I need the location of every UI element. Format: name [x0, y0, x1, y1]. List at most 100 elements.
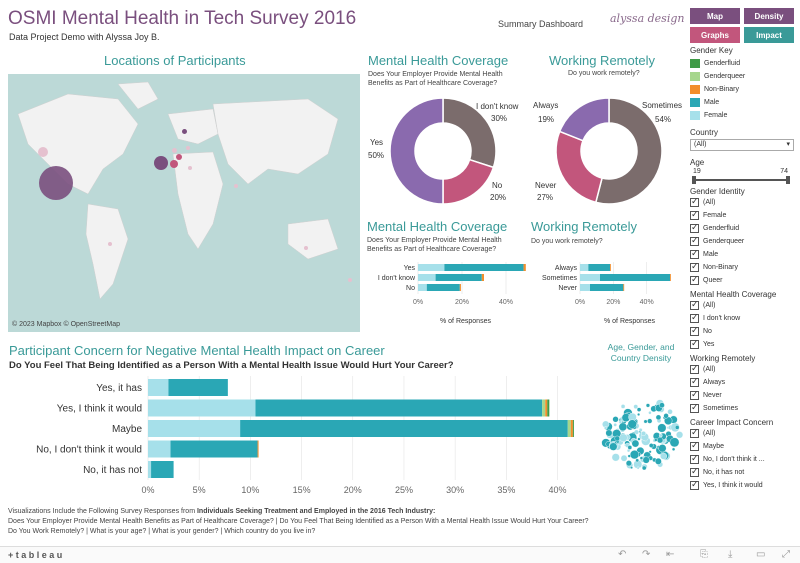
impact-bar-segment[interactable]	[168, 379, 228, 396]
coverage-bar-chart[interactable]: 0% 20% 40% Yes I don't know No	[368, 258, 528, 328]
career-option[interactable]: No, it has not	[690, 466, 794, 479]
checkbox[interactable]	[690, 389, 699, 400]
map-bubble-europe[interactable]	[186, 146, 190, 150]
density-bubble[interactable]	[631, 439, 640, 448]
age-slider-handle-min[interactable]	[692, 176, 696, 184]
map-bubble-europe[interactable]	[176, 154, 182, 160]
career-option[interactable]: No, I don't think it ...	[690, 453, 794, 466]
density-bubble[interactable]	[611, 453, 620, 462]
checkbox[interactable]	[690, 261, 699, 272]
density-bubble[interactable]	[636, 466, 640, 470]
nav-impact-button[interactable]: Impact	[744, 27, 794, 43]
checkbox[interactable]	[690, 312, 699, 323]
impact-bar-chart[interactable]: 0% 5% 10% 15% 20% 25% 30% 35% 40% Yes, it has Yes,…	[0, 374, 590, 498]
donut-slice-never[interactable]	[555, 130, 603, 204]
density-bubble[interactable]	[613, 423, 617, 427]
bar-segment[interactable]	[418, 274, 436, 281]
checkbox[interactable]	[690, 222, 699, 233]
density-bubble[interactable]	[654, 457, 662, 465]
coverage-donut-chart[interactable]	[388, 96, 498, 206]
checkbox[interactable]	[690, 466, 699, 477]
impact-bar-segment[interactable]	[148, 461, 152, 478]
participant-map[interactable]: © 2023 Mapbox © OpenStreetMap	[8, 74, 360, 332]
map-bubble-asia[interactable]	[234, 184, 238, 188]
remote-bar-chart[interactable]: 0% 20% 40% Always Sometimes Never	[530, 258, 680, 328]
density-bubble[interactable]	[648, 450, 652, 454]
bar-segment[interactable]	[588, 264, 610, 271]
bar-segment[interactable]	[418, 284, 427, 291]
density-bubble[interactable]	[671, 447, 676, 451]
coverage-option[interactable]: No	[690, 325, 794, 338]
bar-segment[interactable]	[418, 264, 445, 271]
density-bubble[interactable]	[663, 413, 669, 419]
gender_identity-option[interactable]: Non-Binary	[690, 261, 794, 274]
bar-segment[interactable]	[580, 264, 589, 271]
impact-bar-segment[interactable]	[151, 461, 174, 478]
bar-segment[interactable]	[444, 264, 524, 271]
checkbox[interactable]	[690, 440, 699, 451]
density-bubble[interactable]	[635, 458, 640, 463]
checkbox[interactable]	[690, 427, 699, 438]
impact-bar-segment[interactable]	[545, 399, 548, 417]
bar-segment[interactable]	[590, 284, 624, 291]
density-bubble[interactable]	[609, 442, 618, 451]
impact-bar-segment[interactable]	[255, 399, 543, 417]
density-bubble[interactable]	[674, 425, 680, 430]
density-bubble[interactable]	[648, 411, 652, 415]
bar-segment[interactable]	[523, 264, 526, 271]
gender_identity-option[interactable]: Queer	[690, 274, 794, 287]
map-bubble-canada[interactable]	[38, 147, 48, 157]
density-bubble[interactable]	[636, 407, 642, 412]
checkbox[interactable]	[690, 325, 699, 336]
checkbox[interactable]	[690, 274, 699, 285]
density-bubble[interactable]	[641, 465, 647, 471]
coverage-option[interactable]: (All)	[690, 299, 794, 312]
nav-density-button[interactable]: Density	[744, 8, 794, 24]
density-bubble[interactable]	[618, 422, 628, 432]
checkbox[interactable]	[690, 248, 699, 259]
share-icon[interactable]: ⎘	[700, 549, 708, 560]
density-bubble[interactable]	[660, 452, 667, 460]
impact-bar-segment[interactable]	[567, 420, 571, 437]
impact-bar-segment[interactable]	[148, 420, 241, 437]
donut-slice-no[interactable]	[442, 158, 495, 205]
remote-donut-chart[interactable]	[554, 96, 664, 206]
density-bubble[interactable]	[654, 438, 658, 442]
impact-bar-segment[interactable]	[570, 420, 573, 437]
density-bubble-chart[interactable]	[600, 392, 684, 476]
density-bubble[interactable]	[612, 416, 619, 423]
density-bubble[interactable]	[657, 423, 667, 433]
density-bubble[interactable]	[620, 404, 626, 409]
coverage-option[interactable]: I don't know	[690, 312, 794, 325]
bar-segment[interactable]	[426, 284, 460, 291]
density-bubble[interactable]	[638, 428, 643, 432]
bar-segment[interactable]	[600, 274, 670, 281]
impact-bar-segment[interactable]	[257, 440, 259, 458]
density-bubble[interactable]	[642, 456, 650, 464]
redo-icon[interactable]: ↷	[642, 549, 651, 560]
checkbox[interactable]	[690, 209, 699, 220]
impact-bar-segment[interactable]	[547, 399, 550, 417]
density-bubble[interactable]	[669, 437, 680, 448]
checkbox[interactable]	[690, 363, 699, 374]
map-bubble-europe[interactable]	[188, 166, 192, 170]
age-slider-handle-max[interactable]	[786, 176, 790, 184]
density-bubble[interactable]	[630, 466, 633, 470]
map-bubble-usa[interactable]	[39, 166, 73, 200]
gender_identity-option[interactable]: Male	[690, 248, 794, 261]
map-bubble-scandinavia[interactable]	[182, 129, 187, 134]
comment-icon[interactable]: ▭	[756, 549, 766, 560]
bar-segment[interactable]	[435, 274, 482, 281]
density-bubble[interactable]	[659, 402, 665, 409]
bar-segment[interactable]	[580, 274, 600, 281]
bar-segment[interactable]	[580, 284, 590, 291]
density-bubble[interactable]	[647, 418, 653, 424]
bar-segment[interactable]	[623, 284, 625, 291]
bar-segment[interactable]	[610, 264, 611, 271]
checkbox[interactable]	[690, 402, 699, 413]
density-bubble[interactable]	[619, 433, 628, 442]
checkbox[interactable]	[690, 479, 699, 490]
density-bubble[interactable]	[639, 456, 644, 460]
impact-bar-segment[interactable]	[148, 379, 169, 396]
density-bubble[interactable]	[627, 419, 637, 429]
